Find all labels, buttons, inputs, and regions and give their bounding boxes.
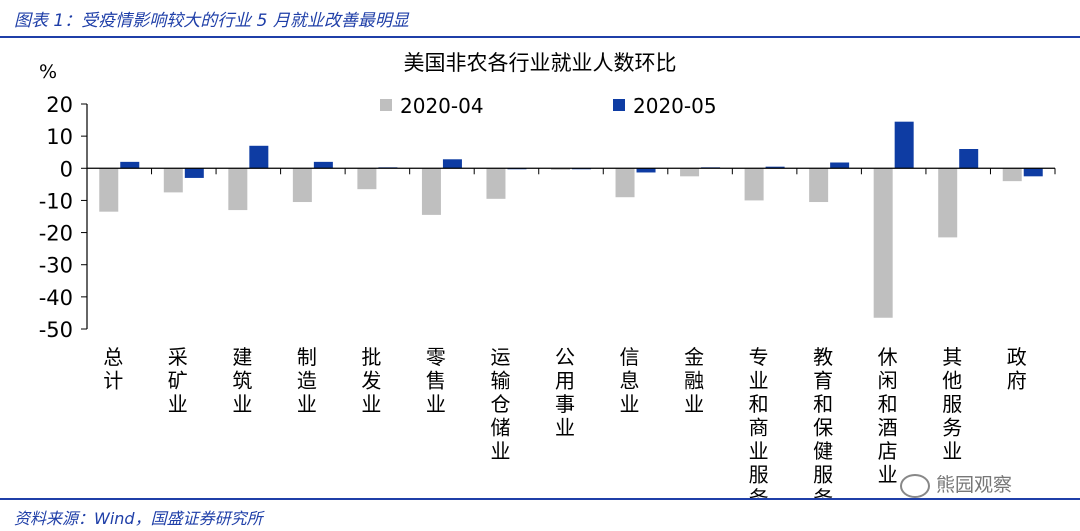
bar-2020-05-建筑业 <box>249 145 269 169</box>
bar-2020-04-休闲和酒店业 <box>873 168 893 318</box>
bar-2020-04-金融业 <box>680 168 700 177</box>
bar-2020-05-教育和保健服务 <box>830 162 850 169</box>
x-tick-label: 零售业 <box>426 345 446 416</box>
legend-label-2020-04: 2020-04 <box>400 94 484 118</box>
y-tick-label: 20 <box>46 93 73 117</box>
x-tick-label: 专业和商业服务 <box>749 345 769 498</box>
x-tick-label: 采矿业 <box>168 345 188 416</box>
x-tick-label: 休闲和酒店业 <box>878 345 898 487</box>
bar-2020-04-零售业 <box>421 168 441 215</box>
bar-2020-04-运输仓储业 <box>486 168 506 199</box>
bar-2020-05-休闲和酒店业 <box>894 121 914 169</box>
bar-2020-05-采矿业 <box>184 168 204 178</box>
bar-2020-04-建筑业 <box>228 168 248 211</box>
bar-chart: 美国非农各行业就业人数环比 % 20 10 0 -10 -20 -30 -40 -50 总计采… <box>39 51 1056 498</box>
bar-2020-04-教育和保健服务 <box>809 168 829 203</box>
bar-2020-04-其他服务业 <box>938 168 958 238</box>
y-tick-label: -10 <box>39 189 73 213</box>
bar-2020-05-总计 <box>120 161 140 169</box>
figure-title: 图表 1：受疫情影响较大的行业 5 月就业改善最明显 <box>14 11 409 31</box>
bar-2020-04-批发业 <box>357 168 377 190</box>
x-tick-label: 批发业 <box>361 345 381 416</box>
x-tick-label: 教育和保健服务 <box>813 345 833 498</box>
legend-swatch-2020-04 <box>380 99 392 111</box>
bar-2020-04-信息业 <box>615 168 635 198</box>
chart-title: 美国非农各行业就业人数环比 <box>404 51 677 75</box>
bar-2020-05-其他服务业 <box>959 149 979 169</box>
watermark: 熊园观察 <box>900 470 1012 498</box>
legend-swatch-2020-05 <box>613 99 625 111</box>
y-axis-unit: % <box>39 61 57 83</box>
bar-2020-04-制造业 <box>292 168 312 203</box>
y-tick-label: -20 <box>39 222 73 246</box>
x-tick-label: 信息业 <box>620 345 640 416</box>
source-note: 资料来源：Wind，国盛证券研究所 <box>14 509 263 528</box>
bar-2020-04-政府 <box>1002 168 1022 182</box>
bottom-rule <box>0 498 1080 500</box>
x-tick-label: 其他服务业 <box>942 345 962 463</box>
top-rule <box>0 36 1080 38</box>
x-tick-label: 总计 <box>103 345 123 393</box>
watermark-text: 熊园观察 <box>936 474 1013 496</box>
x-tick-label: 金融业 <box>684 345 704 416</box>
y-tick-label: 10 <box>46 125 73 149</box>
bar-2020-05-零售业 <box>442 159 462 169</box>
y-tick-label: -30 <box>39 254 73 278</box>
x-tick-label: 建筑业 <box>232 345 252 416</box>
x-tick-label: 公用事业 <box>555 345 575 440</box>
bar-2020-04-专业和商业服务 <box>744 168 764 201</box>
bar-2020-04-公用事业 <box>551 168 570 170</box>
y-tick-label: -50 <box>39 318 73 342</box>
bar-2020-04-总计 <box>99 168 119 212</box>
bar-2020-05-专业和商业服务 <box>765 166 785 169</box>
x-tick-label: 制造业 <box>297 345 317 416</box>
bar-2020-04-采矿业 <box>163 168 183 193</box>
legend-label-2020-05: 2020-05 <box>633 94 717 118</box>
y-tick-label: -40 <box>39 286 73 310</box>
bar-2020-05-信息业 <box>636 168 656 173</box>
bar-2020-05-政府 <box>1023 168 1043 177</box>
x-tick-label: 政府 <box>1007 345 1027 393</box>
x-tick-label: 运输仓储业 <box>490 345 510 463</box>
bar-2020-05-制造业 <box>313 161 333 169</box>
y-tick-label: 0 <box>60 157 73 181</box>
chat-icon <box>900 473 930 498</box>
